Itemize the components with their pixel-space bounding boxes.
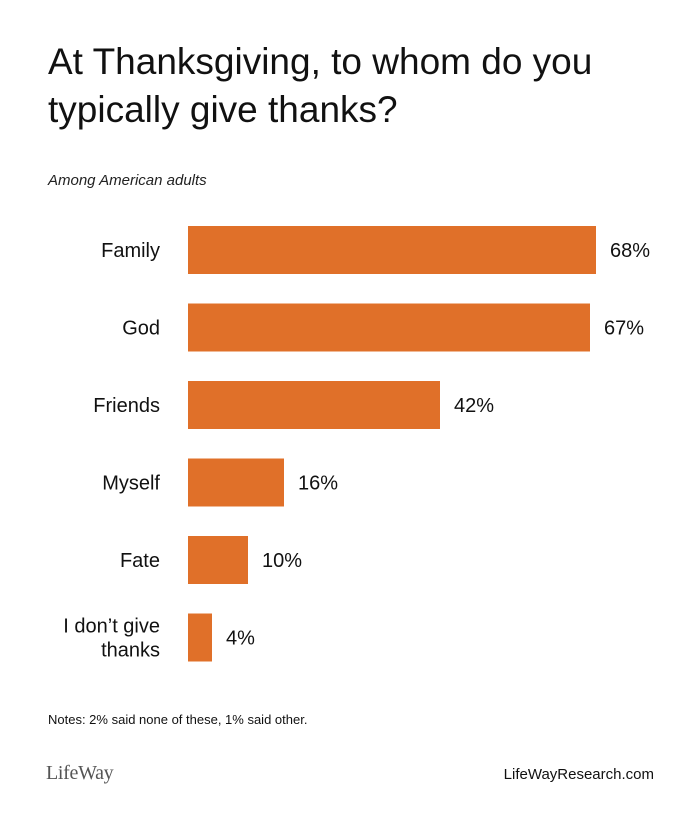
value-label-0: 68% [610,240,650,262]
value-label-5: 4% [226,628,255,650]
category-label-4-line-0: Fate [120,550,160,572]
value-label-3: 16% [298,473,338,495]
bar-4 [188,536,248,584]
bar-1 [188,303,590,352]
category-label-1-line-0: God [122,318,160,340]
value-label-2: 42% [454,395,494,417]
category-label-3-line-0: Myself [102,473,160,495]
category-label-5-line-1: thanks [101,640,160,662]
category-label-1: God [122,318,160,340]
bar-0 [188,226,596,274]
chart-title: At Thanksgiving, to whom do you typicall… [48,38,668,134]
lifeway-logo: LifeWay [46,762,114,784]
value-label-1: 67% [604,318,644,340]
category-label-5: I don’t give thanks [63,616,160,662]
value-label-4: 10% [262,550,302,572]
chart-title-line-2: typically give thanks? [48,89,398,130]
category-label-0: Family [101,240,160,262]
category-label-0-line-0: Family [101,240,160,262]
category-label-4: Fate [120,550,160,572]
bar-5 [188,613,212,662]
category-label-5-line-0: I don’t give [63,616,160,638]
website-label: LifeWayResearch.com [503,766,654,783]
bar-chart: Family 68% God 67% Friends 42% Myself 16% Fate 10… [63,226,650,662]
chart-notes: Notes: 2% said none of these, 1% said ot… [48,712,308,727]
category-label-3: Myself [102,473,160,495]
bar-2 [188,381,440,429]
chart-title-line-1: At Thanksgiving, to whom do you [48,41,593,82]
category-label-2: Friends [93,395,160,417]
category-label-2-line-0: Friends [93,395,160,417]
bar-3 [188,458,284,507]
chart-subtitle: Among American adults [48,172,207,189]
